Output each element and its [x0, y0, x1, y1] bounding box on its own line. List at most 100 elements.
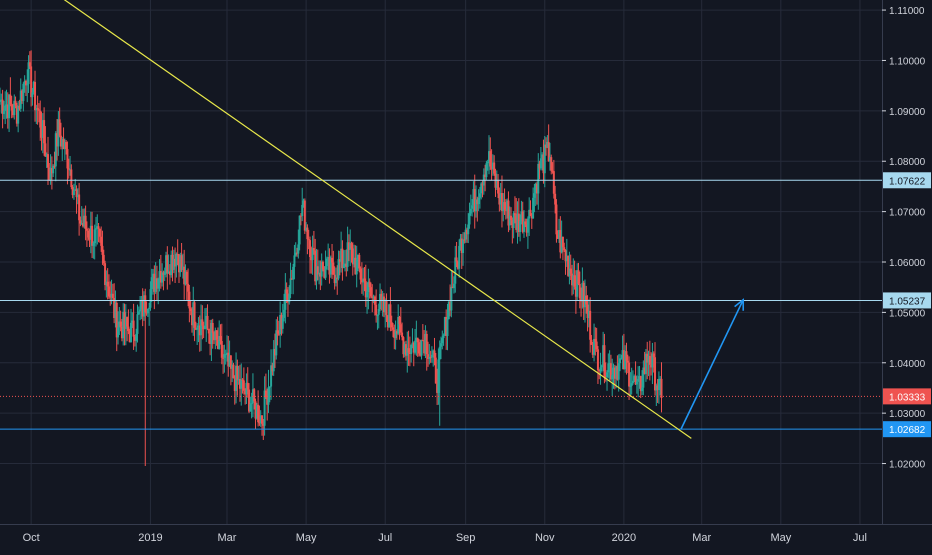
candle-body: [533, 193, 536, 198]
candle-body: [359, 268, 362, 280]
candle-body: [628, 362, 631, 387]
candle-body: [263, 390, 266, 426]
candle-body: [452, 283, 455, 289]
price-axis-label: 1.03000: [889, 409, 926, 420]
candle-body: [654, 357, 657, 391]
candle-body: [106, 281, 109, 287]
candle-body: [150, 277, 153, 290]
candle-body: [539, 158, 542, 169]
candle-body: [367, 281, 370, 293]
candle-body: [360, 279, 363, 283]
candle-body: [569, 268, 572, 274]
candle-body: [416, 337, 419, 343]
candle-body: [53, 165, 56, 167]
candle-body: [385, 301, 388, 316]
candle-body: [462, 239, 465, 254]
candle-body: [490, 166, 493, 170]
candle-body: [500, 193, 503, 211]
candle-body: [320, 261, 323, 277]
candle-body: [213, 332, 216, 341]
candle-body: [332, 262, 335, 275]
candle-body: [353, 257, 356, 265]
candle-body: [637, 378, 640, 382]
candle-body: [372, 296, 375, 298]
candle-body: [572, 275, 575, 286]
candle-body: [441, 338, 444, 344]
candle-body: [314, 250, 317, 282]
candle-body: [465, 229, 468, 235]
candle-body: [499, 193, 502, 205]
time-axis-label: 2020: [612, 532, 636, 544]
candle-body: [421, 340, 424, 342]
candle-body: [437, 359, 440, 393]
last-price-tag: 1.03333: [889, 392, 926, 403]
candle-body: [455, 257, 458, 262]
candle-body: [430, 354, 433, 358]
candle-body: [198, 325, 201, 336]
candle-body: [589, 310, 592, 340]
candle-body: [23, 81, 26, 84]
candle-body: [319, 272, 322, 277]
candle-body: [244, 390, 247, 395]
candle-body: [310, 257, 313, 261]
candle-body: [225, 352, 228, 355]
candle-body: [214, 330, 217, 341]
candle-body: [193, 302, 196, 328]
candle-body: [303, 200, 306, 231]
candle-body: [415, 337, 418, 341]
candle-body: [402, 337, 405, 355]
time-axis-label: May: [770, 532, 791, 544]
forecast-arrow[interactable]: [680, 299, 744, 430]
candle-body: [57, 119, 60, 147]
candle-body: [613, 367, 616, 379]
candle-body: [141, 300, 144, 317]
candle-body: [323, 269, 326, 278]
candle-body: [5, 104, 8, 106]
candle-body: [475, 199, 478, 212]
candle-body: [325, 258, 328, 267]
candle-body: [529, 209, 532, 216]
candle-body: [419, 353, 422, 356]
candle-body: [149, 289, 152, 308]
candle-body: [202, 325, 205, 330]
candle-body: [66, 149, 69, 169]
candle-body: [248, 389, 251, 412]
candle-body: [398, 316, 401, 325]
candle-body: [192, 302, 195, 326]
candle-body: [451, 286, 454, 289]
candle-body: [250, 403, 253, 405]
candle-body: [660, 378, 663, 399]
candle-body: [464, 229, 467, 240]
candle-body: [122, 311, 125, 339]
candle-body: [154, 278, 157, 292]
candle-body: [432, 350, 435, 355]
candle-body: [279, 314, 282, 335]
candle-body: [617, 363, 620, 380]
candle-body: [268, 386, 271, 388]
candle-body: [185, 271, 188, 284]
candle-body: [481, 183, 484, 186]
candle-body: [13, 100, 16, 116]
candle-body: [80, 223, 83, 225]
candle-body: [83, 215, 86, 227]
candle-body: [297, 244, 300, 254]
candle-body: [311, 248, 314, 261]
candle-body: [593, 338, 596, 355]
candle-body: [511, 220, 514, 228]
candle-body: [495, 180, 498, 188]
candle-body: [363, 278, 366, 282]
candle-body: [312, 248, 315, 251]
candle-body: [541, 154, 544, 159]
candle-body: [635, 381, 638, 385]
candle-body: [375, 304, 378, 316]
candle-body: [446, 319, 449, 336]
candle-body: [139, 309, 142, 312]
candle-body: [277, 333, 280, 335]
candle-body: [414, 340, 417, 353]
candle-body: [652, 353, 655, 358]
candle-body: [211, 322, 214, 333]
trendline[interactable]: [0, 0, 692, 439]
candle-body: [586, 304, 589, 319]
